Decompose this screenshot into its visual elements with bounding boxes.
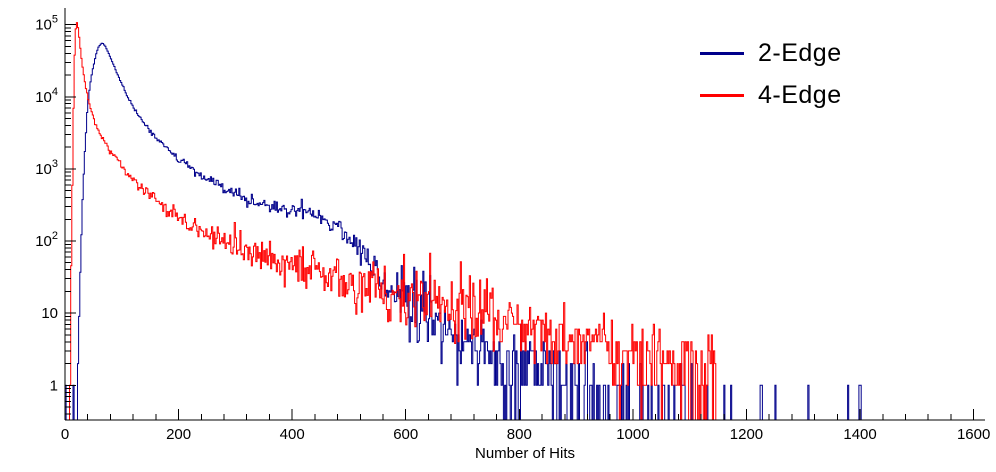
x-tick-label: 1000 — [616, 426, 649, 443]
y-tick-label: 1 — [50, 377, 58, 394]
y-tick-label: 103 — [35, 158, 58, 178]
x-tick-label: 400 — [280, 426, 305, 443]
y-tick-label: 105 — [35, 14, 58, 34]
y-tick-label: 10 — [41, 305, 58, 322]
x-tick-label: 600 — [393, 426, 418, 443]
legend-item-4edge: 4-Edge — [700, 80, 842, 110]
axes — [64, 8, 985, 421]
y-tick-label: 104 — [35, 86, 58, 106]
x-tick-label: 800 — [507, 426, 532, 443]
x-axis-title: Number of Hits — [474, 445, 576, 462]
x-tick-label: 200 — [166, 426, 191, 443]
y-tick-label: 102 — [35, 230, 58, 250]
legend-label-4edge: 4-Edge — [758, 80, 842, 109]
legend-item-2edge: 2-Edge — [700, 38, 842, 68]
x-tick-label: 1200 — [730, 426, 763, 443]
legend-label-2edge: 2-Edge — [758, 38, 842, 67]
legend-line-4edge-swatch — [700, 93, 744, 97]
legend: 2-Edge 4-Edge — [700, 38, 842, 110]
x-tick-label: 1400 — [843, 426, 876, 443]
legend-line-2edge-swatch — [700, 51, 744, 55]
x-tick-label: 1600 — [957, 426, 990, 443]
x-tick-label: 0 — [61, 426, 69, 443]
